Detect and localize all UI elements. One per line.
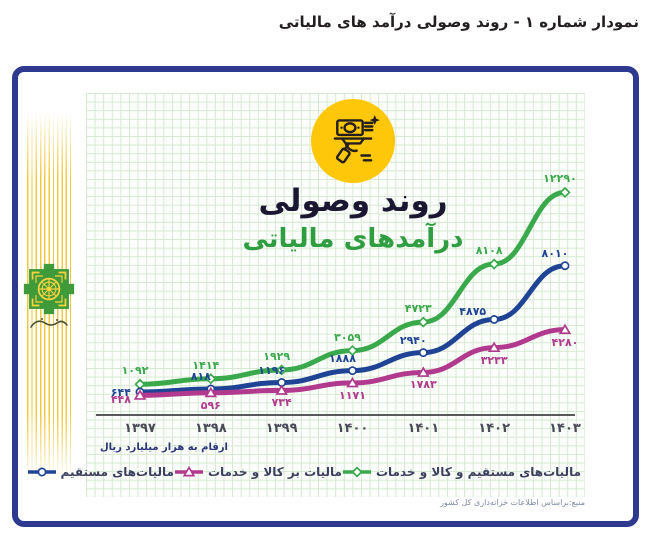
page-title: نمودار شماره ۱ - روند وصولی درآمد های ما… [278,13,639,31]
data-point-marker [275,384,288,395]
data-label: ۸۰۱۰ [541,246,569,260]
data-label: ۳۲۳۳ [480,353,508,367]
data-label: ۱۷۸۳ [409,378,437,392]
data-point-marker [346,376,359,388]
x-axis-label: ۱۳۹۸ [194,421,227,436]
data-label: ۱۸۸۸ [329,351,356,365]
data-label: ۶۴۴ [110,385,131,399]
data-label: ۱۰۹۲ [121,364,149,378]
legend-marker-direct-icon [27,466,57,478]
data-point-marker [418,348,428,358]
data-label: ۴۲۸۰ [551,335,579,349]
legend-item-total: مالیات‌های مستقیم و کالا و خدمات [342,465,581,479]
data-label: ۱۹۲۹ [263,349,291,363]
unit-note: ارقام به هزار میلیارد ریال [100,442,228,453]
data-point-marker [560,261,570,271]
legend-label-goods: مالیات بر کالا و خدمات [207,465,342,479]
tax-administration-emblem [23,263,75,315]
chart-legend: مالیات‌های مستقیم و کالا و خدمات مالیات … [27,465,581,479]
data-point-marker [489,315,499,324]
data-label: ۴۴۸ [110,393,131,407]
source-note: منبع:براساس اطلاعات خزانه‌داری کل کشور [440,498,585,507]
plot-area: روند وصولی درآمدهای مالیاتی ارقام به هزا… [27,93,585,497]
data-label: ۵۹۶ [200,398,221,412]
legend-marker-goods-icon [174,465,204,478]
chart-heading-line1: روند وصولی [258,183,448,219]
data-point-marker [488,258,500,270]
data-point-marker [133,389,147,400]
data-label: ۴۷۲۳ [404,302,432,316]
data-point-marker [559,186,571,199]
data-point-marker [182,465,196,477]
emblem-calligraphy [27,316,71,332]
data-point-marker [276,364,288,376]
data-point-marker [558,323,572,335]
data-label: ۱۱۹۶ [258,363,286,377]
legend-label-total: مالیات‌های مستقیم و کالا و خدمات [375,465,581,479]
x-axis-label: ۱۴۰۰ [336,421,369,436]
legend-item-direct: مالیات‌های مستقیم [27,465,174,479]
x-axis-label: ۱۴۰۱ [407,421,440,436]
data-point-marker [134,378,146,390]
data-point-marker [37,467,46,477]
data-point-marker [204,386,218,398]
x-axis-label: ۱۳۹۹ [265,421,298,436]
money-on-hand-icon [333,115,380,164]
emblem-icon [23,263,75,315]
x-axis-label: ۱۴۰۳ [549,421,581,436]
data-label: ۲۹۴۰ [399,333,427,347]
data-point-marker [346,344,359,357]
data-label: ۳۰۵۹ [334,330,361,344]
legend-label-direct: مالیات‌های مستقیم [60,465,174,479]
legend-marker-total-icon [342,466,372,478]
data-point-marker [487,341,501,353]
data-label: ۱۴۱۴ [192,358,220,372]
money-badge [311,99,395,183]
data-label: ۴۸۷۵ [459,305,487,319]
data-point-marker [348,366,357,376]
data-point-marker [205,373,217,385]
data-label: ۸۱۸ [190,369,211,383]
data-point-marker [417,366,430,377]
x-axis-label: ۱۴۰۲ [478,421,511,436]
legend-item-goods: مالیات بر کالا و خدمات [174,465,342,479]
chart-heading-line2: درآمدهای مالیاتی [242,224,464,254]
data-label: ۱۲۲۹۰ [543,172,577,186]
data-label: ۱۱۷۱ [339,388,366,402]
data-point-marker [351,466,363,478]
x-axis-label: ۱۳۹۷ [124,421,156,436]
data-label: ۷۳۴ [271,396,292,410]
data-point-marker [417,316,429,328]
data-label: ۸۱۰۸ [475,244,503,258]
chart-canvas [96,186,575,416]
